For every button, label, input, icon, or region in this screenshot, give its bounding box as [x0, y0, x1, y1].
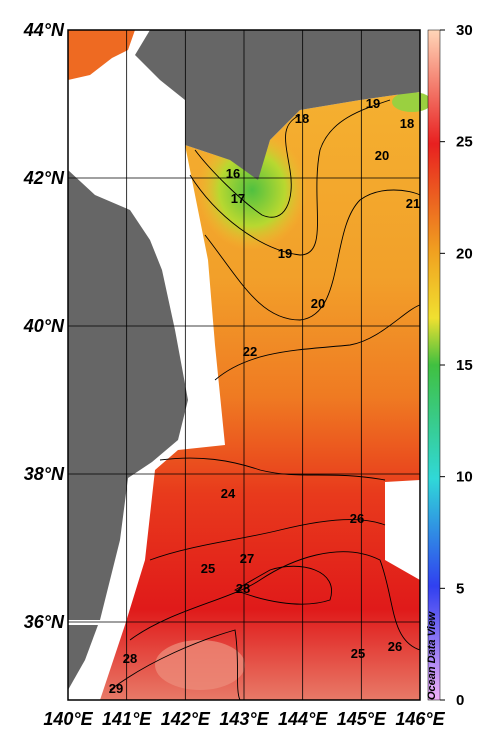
colorbar-tick-label: 25	[456, 134, 473, 151]
contour-line	[233, 565, 332, 605]
contour-label: 24	[221, 486, 236, 501]
contour-label: 22	[243, 344, 257, 359]
contour-label: 19	[278, 246, 292, 261]
warm-anomaly	[155, 640, 245, 690]
contour-label: 20	[375, 148, 389, 163]
contour-line	[109, 629, 241, 701]
contour-line	[189, 99, 391, 256]
land	[135, 30, 420, 180]
contour-label: 19	[366, 96, 380, 111]
y-tick-label: 36°N	[24, 612, 65, 632]
x-tick-label: 143°E	[219, 709, 269, 729]
contour-line	[194, 114, 301, 218]
y-tick-label: 38°N	[24, 464, 65, 484]
x-tick-label: 142°E	[161, 709, 211, 729]
contour-label: 29	[109, 681, 123, 696]
contour-label: 18	[400, 116, 414, 131]
contour-line	[149, 519, 386, 561]
contour-label: 27	[240, 551, 254, 566]
contour-label: 25	[201, 561, 215, 576]
contour-label: 20	[311, 296, 325, 311]
land	[68, 625, 98, 690]
colorbar	[427, 29, 441, 701]
colorbar-tick-label: 20	[456, 245, 473, 262]
x-tick-label: 145°E	[337, 709, 387, 729]
watermark: Ocean Data View	[426, 610, 438, 700]
contour-label: 28	[123, 651, 137, 666]
data-field	[68, 30, 135, 80]
y-tick-label: 40°N	[23, 316, 65, 336]
contour-line	[204, 189, 421, 321]
contour-label: 28	[236, 581, 250, 596]
x-tick-label: 141°E	[102, 709, 152, 729]
y-tick-label: 42°N	[23, 168, 65, 188]
colorbar-tick-label: 30	[456, 22, 473, 39]
contour-line	[159, 457, 386, 481]
contours	[109, 99, 421, 701]
data-field	[100, 92, 420, 700]
map-frame	[67, 29, 421, 701]
colorbar-tick-label: 0	[456, 692, 464, 709]
colorbar-tick-label: 10	[456, 469, 473, 486]
contour-label: 16	[226, 166, 240, 181]
contour-label: 21	[406, 196, 420, 211]
contour-line	[214, 304, 421, 381]
contour-label: 17	[231, 191, 245, 206]
contour-label: 18	[295, 111, 309, 126]
land	[68, 170, 188, 620]
contour-line	[129, 551, 421, 651]
colorbar-tick-label: 5	[456, 580, 464, 597]
x-tick-label: 140°E	[43, 709, 93, 729]
cold-anomaly	[392, 92, 432, 112]
x-tick-label: 144°E	[278, 709, 328, 729]
x-tick-label: 146°E	[395, 709, 445, 729]
contour-label: 26	[350, 511, 364, 526]
colorbar-tick-label: 15	[456, 357, 473, 374]
contour-label: 26	[388, 639, 402, 654]
cold-anomaly	[197, 130, 307, 250]
contour-label: 25	[351, 646, 365, 661]
y-tick-label: 44°N	[23, 20, 65, 40]
